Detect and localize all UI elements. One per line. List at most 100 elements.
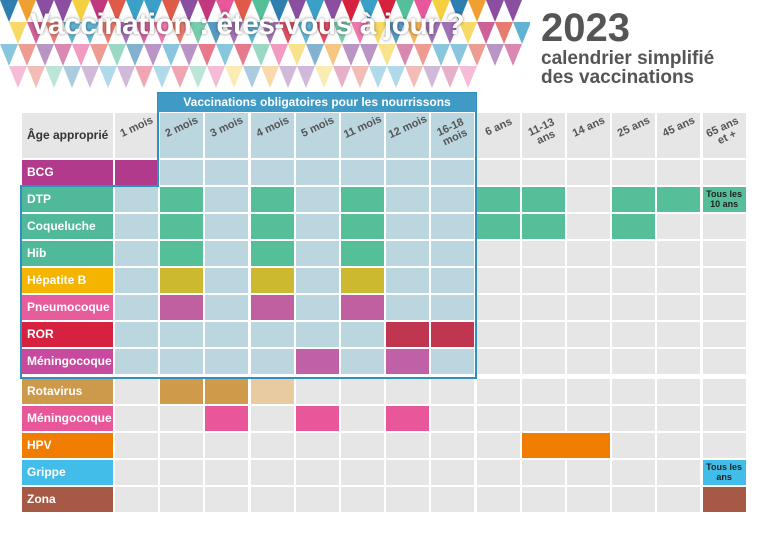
pattern-tile [9,22,27,44]
pattern-tile [180,0,198,22]
empty-cell [431,460,475,485]
empty-cell [160,349,204,374]
empty-cell [205,214,249,239]
empty-cell [476,322,520,347]
empty-cell [521,460,565,485]
schedule-cell [250,379,294,404]
pattern-tile [342,44,360,66]
pattern-tile [135,22,153,44]
pattern-tile [450,44,468,66]
schedule-cell [431,322,475,347]
pattern-tile [126,44,144,66]
pattern-tile [279,22,297,44]
header-cell [702,113,746,158]
pattern-tile [153,66,171,88]
empty-cell [115,322,158,347]
pattern-tile [486,44,504,66]
pattern-tile [207,66,225,88]
empty-cell [341,322,384,347]
empty-cell [612,460,656,485]
schedule-cell [612,214,656,239]
empty-cell [115,433,158,458]
pattern-tile [396,44,414,66]
empty-cell [386,379,430,404]
empty-cell [115,349,158,374]
empty-cell [657,322,701,347]
empty-cell [386,460,430,485]
pattern-tile [243,22,261,44]
empty-cell [702,295,746,320]
empty-cell [386,295,430,320]
empty-cell [205,268,249,293]
pattern-tile [387,22,405,44]
pattern-tile [432,44,450,66]
pattern-tile [297,66,315,88]
note: Tous les ans [702,460,746,485]
pattern-tile [414,0,432,22]
schedule-cell [160,214,204,239]
pattern-tile [144,0,162,22]
schedule-cell [612,187,656,212]
empty-cell [295,460,339,485]
schedule-cell [341,241,384,266]
empty-cell [205,460,249,485]
empty-cell [476,487,520,512]
pattern-tile [288,0,306,22]
schedule-cell [341,214,384,239]
pattern-tile [441,66,459,88]
empty-cell [341,349,384,374]
empty-cell [521,349,565,374]
pattern-tile [360,44,378,66]
empty-cell [431,241,475,266]
pattern-tile [288,44,306,66]
row-label: Coqueluche [22,214,113,239]
pattern-tile [189,66,207,88]
pattern-tile [27,66,45,88]
empty-cell [160,433,204,458]
schedule-cell [160,379,204,404]
pattern-tile [360,0,378,22]
empty-cell [205,322,249,347]
pattern-tile [36,0,54,22]
empty-cell [657,349,701,374]
empty-cell [386,160,430,185]
schedule-cell [250,268,294,293]
pattern-tile [54,0,72,22]
empty-cell [205,241,249,266]
subtitle: calendrier simplifié [541,48,715,69]
empty-cell [341,379,384,404]
empty-cell [295,214,339,239]
pattern-tile [234,44,252,66]
empty-cell [115,379,158,404]
pattern-tile [180,44,198,66]
note: Tous les 10 ans [702,187,746,212]
pattern-tile [252,0,270,22]
empty-cell [612,487,656,512]
pattern-tile [459,66,477,88]
empty-cell [115,268,158,293]
empty-cell [476,349,520,374]
pattern-tile [108,0,126,22]
pattern-tile [387,66,405,88]
pattern-tile [63,66,81,88]
empty-cell [295,433,339,458]
pattern-tile [135,66,153,88]
pattern-tile [207,22,225,44]
empty-cell [341,460,384,485]
empty-cell [567,460,610,485]
empty-cell [657,487,701,512]
row-label: Rotavirus [22,379,113,404]
empty-cell [386,187,430,212]
empty-cell [205,349,249,374]
empty-cell [431,268,475,293]
pattern-tile [333,66,351,88]
pattern-tile [243,66,261,88]
pattern-tile [486,0,504,22]
empty-cell [250,487,294,512]
empty-cell [205,295,249,320]
empty-cell [476,433,520,458]
empty-cell [160,322,204,347]
empty-cell [115,187,158,212]
pattern-tile [324,44,342,66]
pattern-tile [72,0,90,22]
